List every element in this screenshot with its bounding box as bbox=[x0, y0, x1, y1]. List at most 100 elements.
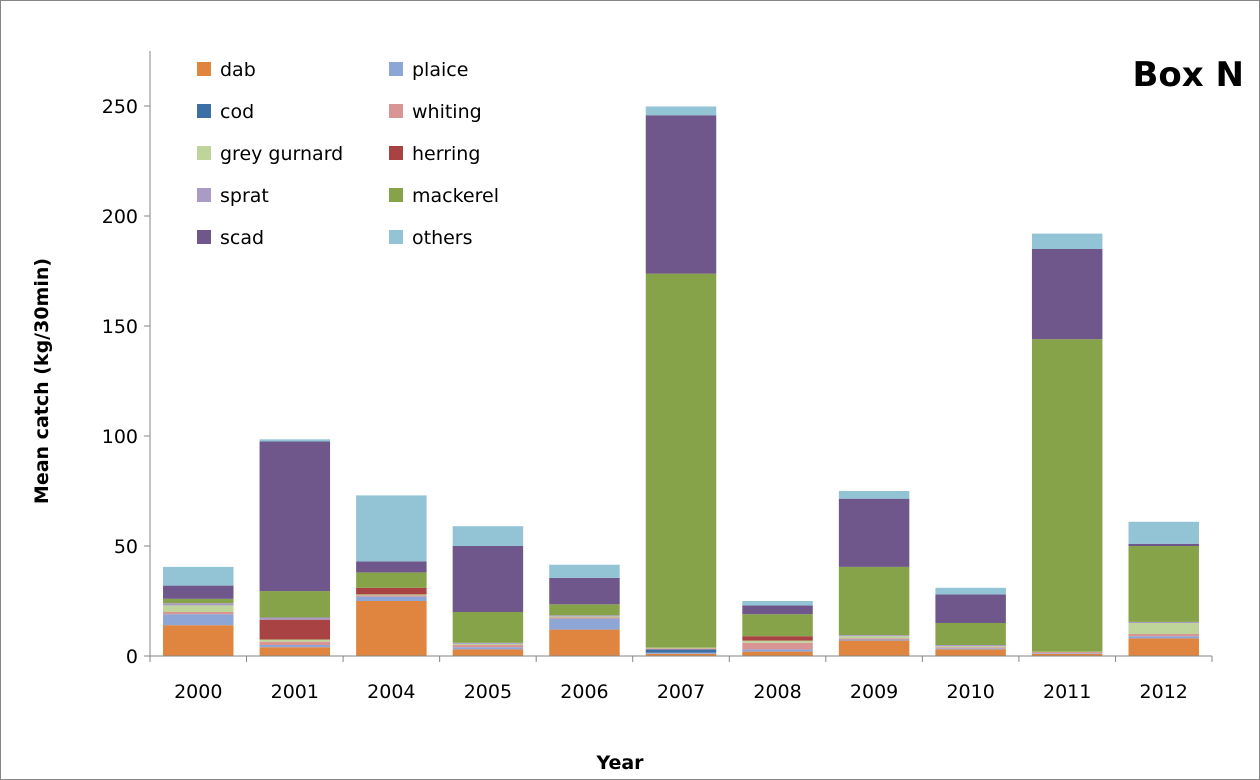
bar-2006-plaice bbox=[549, 618, 620, 630]
legend-swatch-grey-gurnard bbox=[197, 146, 211, 160]
bar-2006-mackerel bbox=[549, 604, 620, 616]
bar-2004-herring bbox=[356, 587, 427, 595]
legend-label-grey-gurnard: grey gurnard bbox=[220, 143, 343, 165]
bar-2006-dab bbox=[549, 629, 620, 656]
bar-2012-dab bbox=[1128, 638, 1199, 656]
bar-2010-dab bbox=[935, 649, 1006, 656]
bar-2005-dab bbox=[452, 649, 524, 656]
bar-2007-others bbox=[645, 106, 717, 116]
x-tick-label-2000: 2000 bbox=[174, 681, 222, 703]
bar-2001-dab bbox=[259, 647, 331, 656]
bar-2010-sprat bbox=[935, 645, 1006, 647]
bar-2012-mackerel bbox=[1128, 546, 1199, 622]
legend-swatch-herring bbox=[389, 146, 403, 160]
bar-2009-sprat bbox=[838, 635, 910, 637]
bar-2005-grey-gurnard bbox=[452, 643, 524, 645]
bar-2001-sprat bbox=[259, 617, 331, 620]
bar-2008-herring bbox=[742, 636, 813, 641]
bar-2000-scad bbox=[163, 585, 234, 599]
legend-label-herring: herring bbox=[412, 143, 480, 165]
bar-2009-mackerel bbox=[838, 566, 910, 636]
y-tick-label-50: 50 bbox=[114, 536, 138, 558]
bar-2011-mackerel bbox=[1031, 339, 1103, 652]
bar-2012-plaice bbox=[1128, 636, 1199, 639]
bar-2011-whiting bbox=[1031, 652, 1103, 654]
bar-2007-grey-gurnard bbox=[645, 647, 717, 649]
x-tick-label-2009: 2009 bbox=[850, 681, 898, 703]
x-tick-label-2005: 2005 bbox=[464, 681, 512, 703]
bar-2001-whiting bbox=[259, 641, 331, 645]
y-tick-label-250: 250 bbox=[102, 96, 138, 118]
legend-swatch-cod bbox=[197, 104, 211, 118]
bar-2005-whiting bbox=[452, 645, 524, 648]
bar-2009-plaice bbox=[838, 639, 910, 641]
bar-2008-plaice bbox=[742, 649, 813, 652]
y-tick-label-100: 100 bbox=[102, 426, 138, 448]
bar-2001-herring bbox=[259, 619, 331, 640]
bar-2004-plaice bbox=[356, 596, 427, 601]
bar-2009-scad bbox=[838, 498, 910, 567]
bar-2006-grey-gurnard bbox=[549, 616, 620, 618]
legend: dab plaice cod whiting grey gurnard herring sp… bbox=[197, 59, 499, 249]
legend-label-cod: cod bbox=[220, 101, 254, 123]
legend-swatch-sprat bbox=[197, 188, 211, 202]
bar-2000-sprat bbox=[163, 603, 234, 606]
bar-2004-grey-gurnard bbox=[356, 594, 427, 596]
legend-swatch-scad bbox=[197, 230, 211, 244]
bar-2009-whiting bbox=[838, 638, 910, 640]
bar-2000-plaice bbox=[163, 614, 234, 626]
bar-2005-plaice bbox=[452, 647, 524, 650]
legend-swatch-others bbox=[389, 230, 403, 244]
x-tick-label-2006: 2006 bbox=[560, 681, 608, 703]
bar-2011-dab bbox=[1031, 653, 1103, 656]
x-tick-label-2001: 2001 bbox=[271, 681, 319, 703]
bar-2008-grey-gurnard bbox=[742, 640, 813, 643]
bar-2008-whiting bbox=[742, 642, 813, 650]
bar-2006-sprat bbox=[549, 615, 620, 617]
bar-2005-others bbox=[452, 526, 524, 546]
bar-2004-others bbox=[356, 495, 427, 562]
bar-2011-plaice bbox=[1031, 653, 1103, 654]
bar-2011-others bbox=[1031, 233, 1103, 249]
bar-2005-scad bbox=[452, 546, 524, 612]
legend-swatch-plaice bbox=[389, 62, 403, 76]
bar-2004-mackerel bbox=[356, 572, 427, 588]
bar-2001-others bbox=[259, 439, 331, 442]
y-tick-label-0: 0 bbox=[126, 646, 138, 668]
x-tick-label-2012: 2012 bbox=[1140, 681, 1188, 703]
bar-2010-mackerel bbox=[935, 623, 1006, 645]
legend-label-mackerel: mackerel bbox=[412, 185, 499, 207]
chart-title: Box N bbox=[1133, 55, 1245, 95]
bar-2007-mackerel bbox=[645, 273, 717, 648]
bar-2008-dab bbox=[742, 651, 813, 656]
bar-2007-plaice bbox=[645, 652, 717, 654]
x-tick-label-2008: 2008 bbox=[753, 681, 801, 703]
bar-2012-others bbox=[1128, 521, 1199, 544]
bar-2001-mackerel bbox=[259, 591, 331, 618]
legend-label-others: others bbox=[412, 227, 473, 249]
legend-label-sprat: sprat bbox=[220, 185, 269, 207]
x-axis-title: Year bbox=[595, 752, 644, 774]
bar-2012-scad bbox=[1128, 543, 1199, 546]
bar-2008-scad bbox=[742, 605, 813, 615]
bar-2010-scad bbox=[935, 594, 1006, 623]
bar-2000-dab bbox=[163, 625, 234, 656]
legend-label-whiting: whiting bbox=[412, 101, 482, 123]
bar-2006-whiting bbox=[549, 617, 620, 619]
bar-2001-plaice bbox=[259, 645, 331, 648]
bar-2012-whiting bbox=[1128, 634, 1199, 637]
bar-2000-whiting bbox=[163, 612, 234, 615]
bar-2006-others bbox=[549, 564, 620, 578]
bar-2012-grey-gurnard bbox=[1128, 623, 1199, 634]
bar-2001-grey-gurnard bbox=[259, 639, 331, 642]
bar-2005-mackerel bbox=[452, 612, 524, 643]
bar-2000-grey-gurnard bbox=[163, 605, 234, 612]
bar-2009-dab bbox=[838, 640, 910, 656]
bar-2011-scad bbox=[1031, 249, 1103, 340]
legend-swatch-whiting bbox=[389, 104, 403, 118]
bar-2012-sprat bbox=[1128, 621, 1199, 623]
x-tick-label-2010: 2010 bbox=[946, 681, 994, 703]
x-tick-label-2007: 2007 bbox=[657, 681, 705, 703]
legend-label-scad: scad bbox=[220, 227, 264, 249]
